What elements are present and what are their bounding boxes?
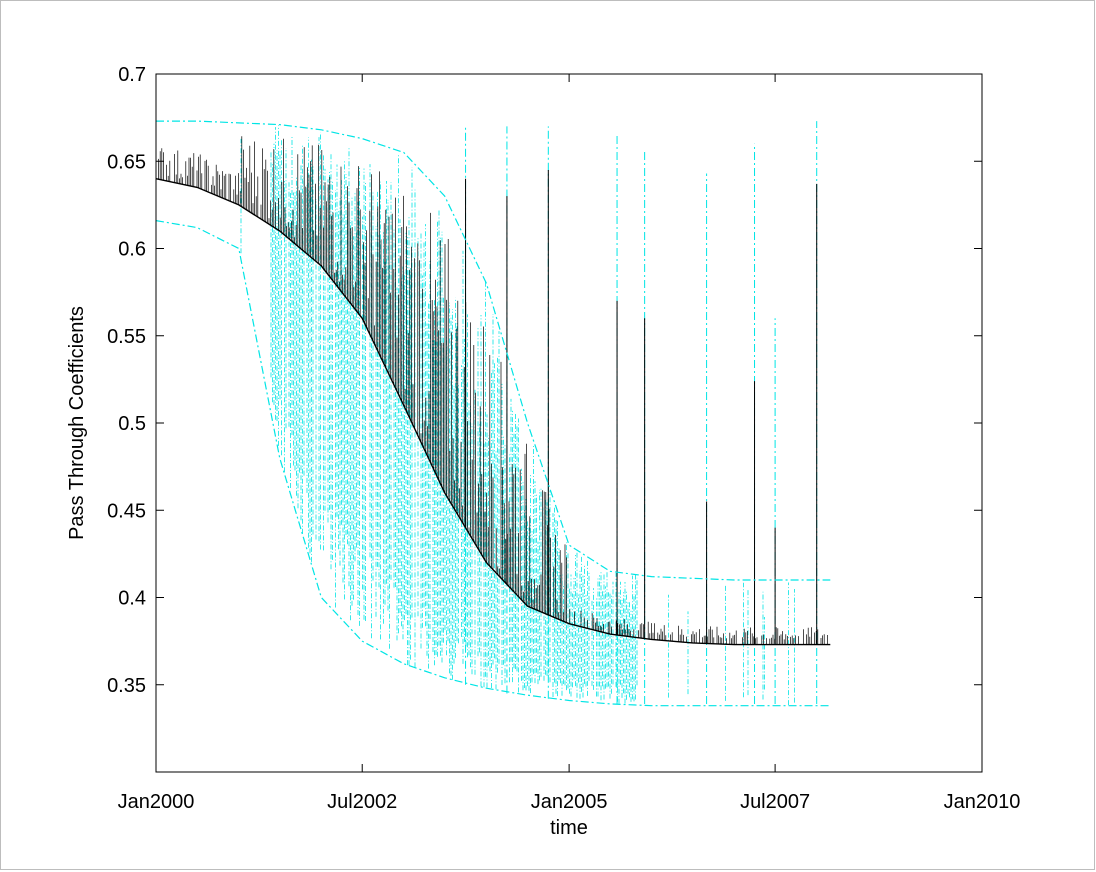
volatility-band-black: [158, 136, 828, 645]
x-tick-label-3: Jul2007: [740, 791, 810, 813]
x-tick-label-4: Jan2010: [944, 791, 1021, 813]
y-tick-label-5: 0.6: [118, 239, 146, 261]
series-layer: [155, 120, 831, 707]
x-axis-label: time: [550, 817, 588, 839]
series-line-1: [155, 178, 831, 646]
y-tick-label-0: 0.35: [107, 675, 146, 697]
y-tick-label-6: 0.65: [107, 151, 146, 173]
y-axis-label: Pass Through Coefficients: [66, 306, 88, 540]
x-tick-label-1: Jul2002: [327, 791, 397, 813]
y-tick-label-4: 0.55: [107, 326, 146, 348]
x-tick-label-2: Jan2005: [531, 791, 608, 813]
ticks-layer: 0.35 0.4 0.45 0.5 0.55 0.6 0.65 0.7 Jan2000 Jul20…: [107, 64, 1020, 813]
volatility-band-cyan: [240, 125, 795, 706]
y-tick-label-1: 0.4: [118, 588, 146, 610]
y-tick-label-2: 0.45: [107, 500, 146, 522]
x-tick-label-0: Jan2000: [118, 791, 195, 813]
series-line-2: [155, 220, 831, 707]
series-line-0: [156, 120, 831, 581]
band-layer: [158, 121, 828, 706]
y-tick-label-3: 0.5: [118, 413, 146, 435]
y-tick-label-7: 0.7: [118, 64, 146, 86]
